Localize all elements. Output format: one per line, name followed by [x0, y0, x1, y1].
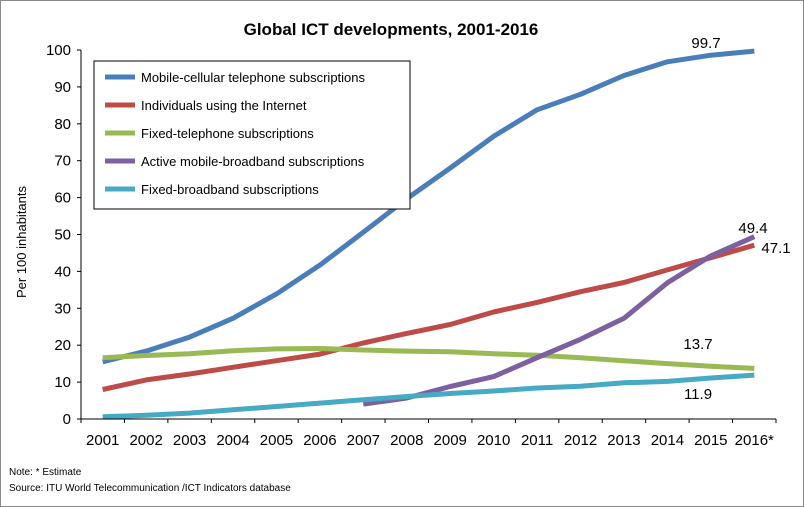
x-tick-label: 2001: [86, 432, 119, 449]
x-tick-label: 2010: [477, 432, 510, 449]
x-tick-label: 2005: [260, 432, 293, 449]
x-tick-label: 2006: [303, 432, 336, 449]
y-axis-ticks: 0 10 20 30 40 50 60 70 80 90 100: [46, 42, 81, 428]
y-tick-label: 10: [54, 374, 71, 391]
x-tick-label: 2015: [694, 432, 727, 449]
data-label-fixed-telephone: 13.7: [683, 336, 712, 353]
legend-item-fixed-broadband: Fixed-broadband subscriptions: [141, 182, 319, 197]
legend: Mobile-cellular telephone subscriptions …: [93, 60, 411, 210]
series-internet: [102, 242, 755, 392]
data-label-mobile-broadband: 49.4: [738, 220, 767, 237]
x-tick-label: 2013: [607, 432, 640, 449]
y-tick-label: 90: [54, 79, 71, 96]
series-mobile-cellular: [102, 48, 755, 365]
y-tick-label: 60: [54, 190, 71, 207]
y-tick-label: 50: [54, 227, 71, 244]
series-fixed-telephone: [102, 346, 755, 371]
x-tick-label: 2002: [129, 432, 162, 449]
y-tick-label: 70: [54, 153, 71, 170]
x-tick-label: 2012: [564, 432, 597, 449]
data-label-internet: 47.1: [761, 240, 790, 257]
x-axis-ticks: 2001 2002 2003 2004 2005 2006 2007 2008 2009 2010…: [80, 419, 777, 449]
y-tick-label: 100: [46, 42, 71, 59]
y-axis-label: Per 100 inhabitants: [14, 185, 29, 298]
data-label-fixed-broadband: 11.9: [684, 386, 712, 403]
legend-item-mobile-broadband: Active mobile-broadband subscriptions: [141, 154, 365, 169]
footnote: Note: * Estimate: [9, 467, 82, 478]
y-tick-label: 20: [54, 337, 71, 354]
y-tick-label: 30: [54, 300, 71, 317]
x-tick-label: 2007: [347, 432, 380, 449]
chart-title: Global ICT developments, 2001-2016: [244, 20, 539, 39]
data-label-mobile-cellular: 99.7: [691, 35, 720, 52]
x-tick-label: 2009: [434, 432, 467, 449]
x-tick-label: 2003: [173, 432, 206, 449]
y-tick-label: 0: [63, 411, 71, 428]
source-note: Source: ITU World Telecommunication /ICT…: [9, 483, 291, 494]
legend-item-internet: Individuals using the Internet: [141, 98, 307, 113]
y-tick-label: 80: [54, 116, 71, 133]
y-tick-label: 40: [54, 263, 71, 280]
x-tick-label: 2008: [390, 432, 423, 449]
legend-box: [93, 60, 411, 210]
x-tick-label: 2011: [521, 432, 553, 449]
series-lines: [102, 48, 756, 420]
legend-item-mobile-cellular: Mobile-cellular telephone subscriptions: [141, 70, 366, 85]
series-mobile-broadband: [362, 234, 756, 407]
x-tick-label: 2016*: [735, 432, 774, 449]
legend-item-fixed-telephone: Fixed-telephone subscriptions: [141, 126, 314, 141]
x-tick-label: 2004: [216, 432, 249, 449]
series-fixed-broadband: [102, 372, 755, 420]
x-tick-label: 2014: [651, 432, 684, 449]
